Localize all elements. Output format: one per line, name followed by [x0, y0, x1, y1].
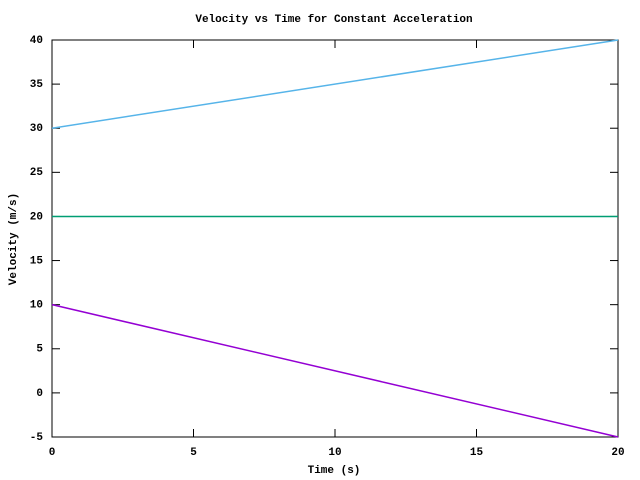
y-tick-label: 5	[36, 344, 43, 356]
chart-title: Velocity vs Time for Constant Accelerati…	[195, 14, 472, 26]
y-tick-label: -5	[30, 432, 44, 444]
x-tick-label: 0	[49, 447, 56, 459]
y-axis-label: Velocity (m/s)	[8, 193, 20, 285]
y-tick-label: 10	[30, 300, 43, 312]
y-tick-label: 35	[30, 79, 44, 91]
data-line	[51, 303, 619, 438]
plot-border	[51, 39, 619, 438]
y-tick-label: 30	[30, 123, 43, 135]
y-tick-label: 25	[30, 167, 44, 179]
y-tick-label: 15	[30, 255, 44, 267]
y-tick-label: 0	[36, 388, 43, 400]
x-axis-label: Time (s)	[308, 465, 361, 477]
x-tick-label: 5	[190, 447, 197, 459]
data-line	[51, 39, 619, 129]
x-tick-label: 10	[328, 447, 341, 459]
x-tick-label: 20	[611, 447, 624, 459]
y-tick-label: 20	[30, 211, 43, 223]
y-tick-label: 40	[30, 35, 43, 47]
x-tick-label: 15	[470, 447, 484, 459]
